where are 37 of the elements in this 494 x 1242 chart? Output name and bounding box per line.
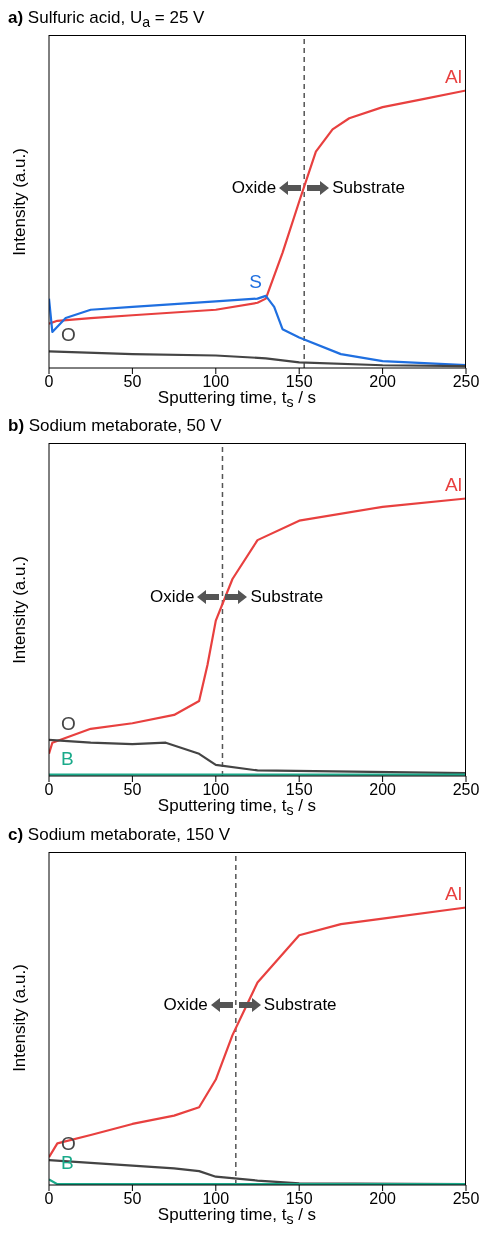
series-label: Al [445, 65, 462, 87]
x-tick-label: 50 [123, 1190, 142, 1208]
x-tick-label: 200 [369, 373, 397, 391]
x-tick-label: 250 [452, 373, 480, 391]
series-label: Al [445, 882, 462, 904]
x-tick-label: 50 [123, 373, 142, 391]
y-axis-title: Intensity (a.u.) [10, 964, 30, 1073]
x-tick-label: 100 [202, 373, 230, 391]
chart-title: c) Sodium metaborate, 150 V [8, 824, 231, 844]
y-axis-title: Intensity (a.u.) [10, 556, 30, 664]
x-tick-label: 50 [123, 781, 142, 799]
annotation: Substrate [250, 586, 324, 607]
x-axis-title: Sputtering time, t$_{s}$ / s [157, 796, 317, 819]
series-label: Al [445, 473, 462, 495]
annotation: Oxide [231, 178, 277, 199]
series-label: S [249, 270, 262, 292]
annotation: Oxide [163, 994, 208, 1015]
x-tick-label: 250 [452, 781, 480, 799]
series-label: O [61, 713, 76, 735]
chart-title: b) Sodium metaborate, 50 V [8, 416, 222, 436]
x-tick-label: 150 [285, 373, 313, 391]
annotation: Substrate [332, 178, 405, 199]
x-tick-label: 200 [369, 1190, 397, 1208]
annotation: Substrate [263, 994, 337, 1015]
series-label: B [61, 748, 74, 769]
x-tick-label: 0 [44, 373, 54, 391]
x-tick-label: 250 [452, 1190, 480, 1208]
x-tick-label: 0 [44, 1190, 54, 1208]
x-tick-label: 100 [202, 781, 230, 799]
chart-title: a) Sulfuric acid, U$_{a}$ = 25 V [8, 8, 205, 31]
x-axis-title: Sputtering time, t$_{s}$ / s [157, 388, 317, 411]
series-label: O [61, 324, 76, 346]
x-tick-label: 200 [369, 781, 397, 799]
annotation: Oxide [150, 586, 195, 607]
x-tick-label: 0 [44, 781, 54, 799]
y-axis-title: Intensity (a.u.) [10, 147, 30, 256]
x-tick-label: 150 [285, 781, 313, 799]
